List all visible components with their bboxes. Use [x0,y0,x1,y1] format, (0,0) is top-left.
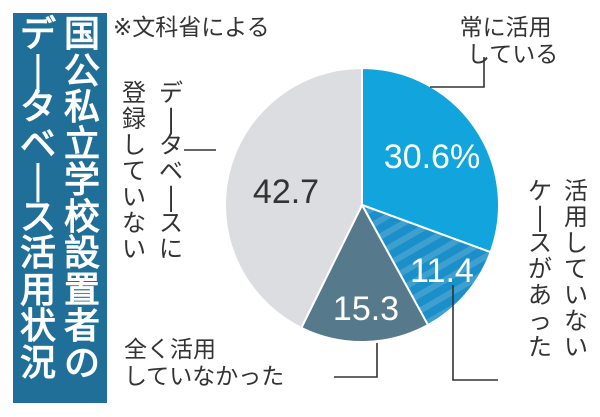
value-always-use: 30.6% [384,138,480,176]
label-never-used-line2: していなかった [124,364,285,390]
slice-always-use [361,66,500,254]
leader-lines [184,57,498,381]
source-note: ※文科省による [113,15,270,41]
label-always-use-line2: している [467,42,559,68]
slice-never-used [300,202,430,343]
label-some-unused-col1: 活用していない [564,177,588,361]
label-never-used-line1: 全く活用 [124,337,216,363]
leader-always-use [430,57,485,88]
value-some-unused: 11.4 [410,252,474,290]
title-column-2: デ | タベ | ス活用状況 [19,14,56,384]
label-always-use-line1: 常に活用 [459,15,552,41]
title-column-1: 国公私立学校設置者の [63,14,100,384]
label-always-use: 常に活用 している [453,15,559,69]
label-not-registered-col2: 登録していない [122,79,146,263]
label-not-registered-col1: デ | タベ | スに [159,79,183,263]
slice-not-registered [224,66,363,330]
leader-some-unused [452,285,498,381]
chart-title-box: 国公私立学校設置者の デ | タベ | ス活用状況 [13,13,107,403]
value-not-registered: 42.7 [253,173,319,211]
value-never-used: 15.3 [333,290,399,328]
slice-some-unused [359,203,492,327]
leader-never-used [334,343,378,378]
label-some-unused-col2: ケ | スがあった [528,177,552,361]
label-never-used: 全く活用 していなかった [124,337,284,391]
